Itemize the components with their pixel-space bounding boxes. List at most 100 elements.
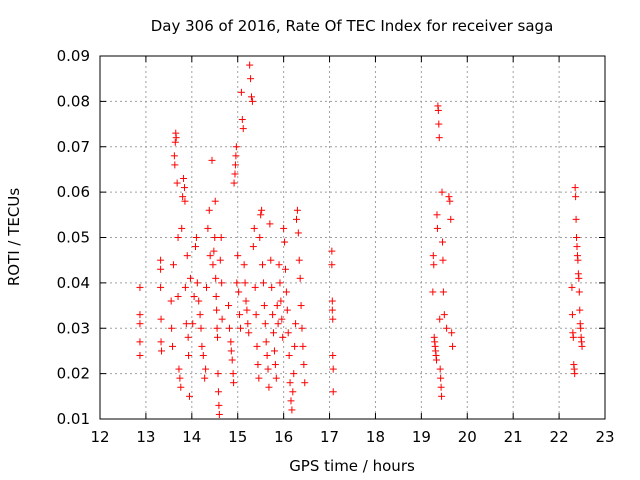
- data-point: [193, 279, 201, 287]
- data-point: [328, 247, 336, 255]
- data-point: [227, 347, 235, 355]
- data-point: [238, 116, 246, 124]
- axis-ticks: [99, 55, 606, 420]
- data-point: [283, 306, 291, 314]
- data-point: [231, 170, 239, 178]
- data-point: [202, 365, 210, 373]
- data-point: [292, 215, 300, 223]
- data-point: [279, 333, 287, 341]
- x-tick-label: 19: [412, 428, 431, 446]
- x-tick-label: 17: [320, 428, 339, 446]
- data-point: [217, 234, 225, 241]
- data-point: [184, 333, 192, 341]
- data-point: [242, 297, 250, 305]
- data-point: [437, 383, 445, 391]
- data-point: [248, 97, 256, 105]
- data-point: [215, 401, 223, 409]
- data-point: [298, 324, 306, 332]
- data-point: [263, 351, 271, 359]
- data-point: [216, 256, 224, 264]
- data-point: [174, 292, 182, 300]
- data-point: [225, 302, 233, 310]
- data-point: [290, 370, 298, 378]
- data-point: [285, 351, 293, 359]
- data-point: [573, 234, 581, 241]
- data-point: [157, 256, 165, 264]
- data-point: [329, 388, 337, 396]
- data-point: [213, 324, 221, 332]
- data-point: [247, 75, 255, 83]
- data-point: [443, 324, 451, 332]
- data-point: [576, 306, 584, 314]
- data-point: [578, 342, 586, 350]
- data-point: [438, 392, 446, 400]
- data-point: [574, 256, 582, 264]
- data-point: [282, 288, 290, 296]
- data-point: [181, 283, 189, 291]
- data-point: [300, 361, 308, 369]
- data-point: [240, 261, 248, 269]
- data-point: [328, 306, 336, 314]
- data-point: [281, 238, 289, 246]
- data-point: [446, 197, 454, 205]
- data-point: [434, 106, 442, 114]
- y-tick-label: 0.06: [57, 183, 90, 201]
- data-point: [440, 311, 448, 319]
- data-point: [249, 243, 257, 251]
- data-point: [230, 379, 238, 387]
- data-point: [225, 324, 233, 332]
- data-point: [264, 365, 272, 373]
- data-point: [170, 152, 178, 160]
- grid-lines: [100, 56, 605, 419]
- x-tick-label: 22: [550, 428, 569, 446]
- data-point: [171, 138, 179, 146]
- data-point: [260, 302, 268, 310]
- data-point: [571, 184, 579, 192]
- data-point: [269, 311, 277, 319]
- data-point: [436, 315, 444, 323]
- data-point: [299, 342, 307, 350]
- data-point: [430, 261, 438, 269]
- data-point: [233, 279, 241, 287]
- data-point: [575, 274, 583, 282]
- data-point: [448, 329, 456, 337]
- data-point: [231, 161, 239, 169]
- y-tick-label: 0.04: [57, 274, 90, 292]
- data-point: [329, 365, 337, 373]
- data-point: [208, 156, 216, 164]
- data-point: [201, 374, 209, 382]
- data-point: [284, 329, 292, 337]
- data-point: [572, 193, 580, 201]
- y-tick-label: 0.03: [57, 319, 90, 337]
- data-point: [241, 279, 249, 287]
- data-point: [168, 324, 176, 332]
- data-point: [445, 193, 453, 201]
- data-point: [239, 125, 247, 133]
- data-point: [177, 383, 185, 391]
- data-point: [293, 206, 301, 214]
- data-point: [136, 338, 144, 346]
- data-point: [210, 247, 218, 255]
- data-point: [272, 374, 280, 382]
- data-point: [439, 256, 447, 264]
- data-point: [433, 224, 441, 232]
- data-point: [169, 261, 177, 269]
- data-point: [213, 306, 221, 314]
- data-point: [328, 297, 336, 305]
- y-tick-label: 0.05: [57, 229, 90, 247]
- data-point: [191, 243, 199, 251]
- data-point: [206, 252, 214, 260]
- data-point: [169, 342, 177, 350]
- data-point: [136, 320, 144, 328]
- data-point: [198, 342, 206, 350]
- data-point: [288, 406, 296, 414]
- data-point: [436, 365, 444, 373]
- data-point: [203, 283, 211, 291]
- y-tick-label: 0.02: [57, 365, 90, 383]
- data-point: [186, 392, 194, 400]
- data-point: [190, 292, 198, 300]
- y-tick-label: 0.08: [57, 92, 90, 110]
- data-point: [266, 220, 274, 228]
- data-point: [251, 283, 259, 291]
- data-point: [277, 297, 285, 305]
